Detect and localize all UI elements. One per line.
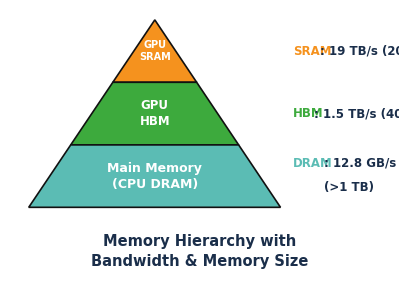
Text: : 1.5 TB/s (40 GB): : 1.5 TB/s (40 GB) <box>314 107 399 120</box>
Text: : 19 TB/s (20 MB): : 19 TB/s (20 MB) <box>320 45 399 58</box>
Text: Memory Hierarchy with
Bandwidth & Memory Size: Memory Hierarchy with Bandwidth & Memory… <box>91 234 308 269</box>
Text: GPU
SRAM: GPU SRAM <box>139 40 171 62</box>
Text: : 12.8 GB/s: : 12.8 GB/s <box>324 157 397 170</box>
Polygon shape <box>71 82 239 145</box>
Text: (>1 TB): (>1 TB) <box>324 181 374 194</box>
Text: Main Memory
(CPU DRAM): Main Memory (CPU DRAM) <box>107 162 202 191</box>
Text: HBM: HBM <box>293 107 324 120</box>
Text: SRAM: SRAM <box>293 45 332 58</box>
Polygon shape <box>29 145 280 207</box>
Text: GPU
HBM: GPU HBM <box>139 99 170 128</box>
Text: DRAM: DRAM <box>293 157 333 170</box>
Polygon shape <box>113 20 197 82</box>
